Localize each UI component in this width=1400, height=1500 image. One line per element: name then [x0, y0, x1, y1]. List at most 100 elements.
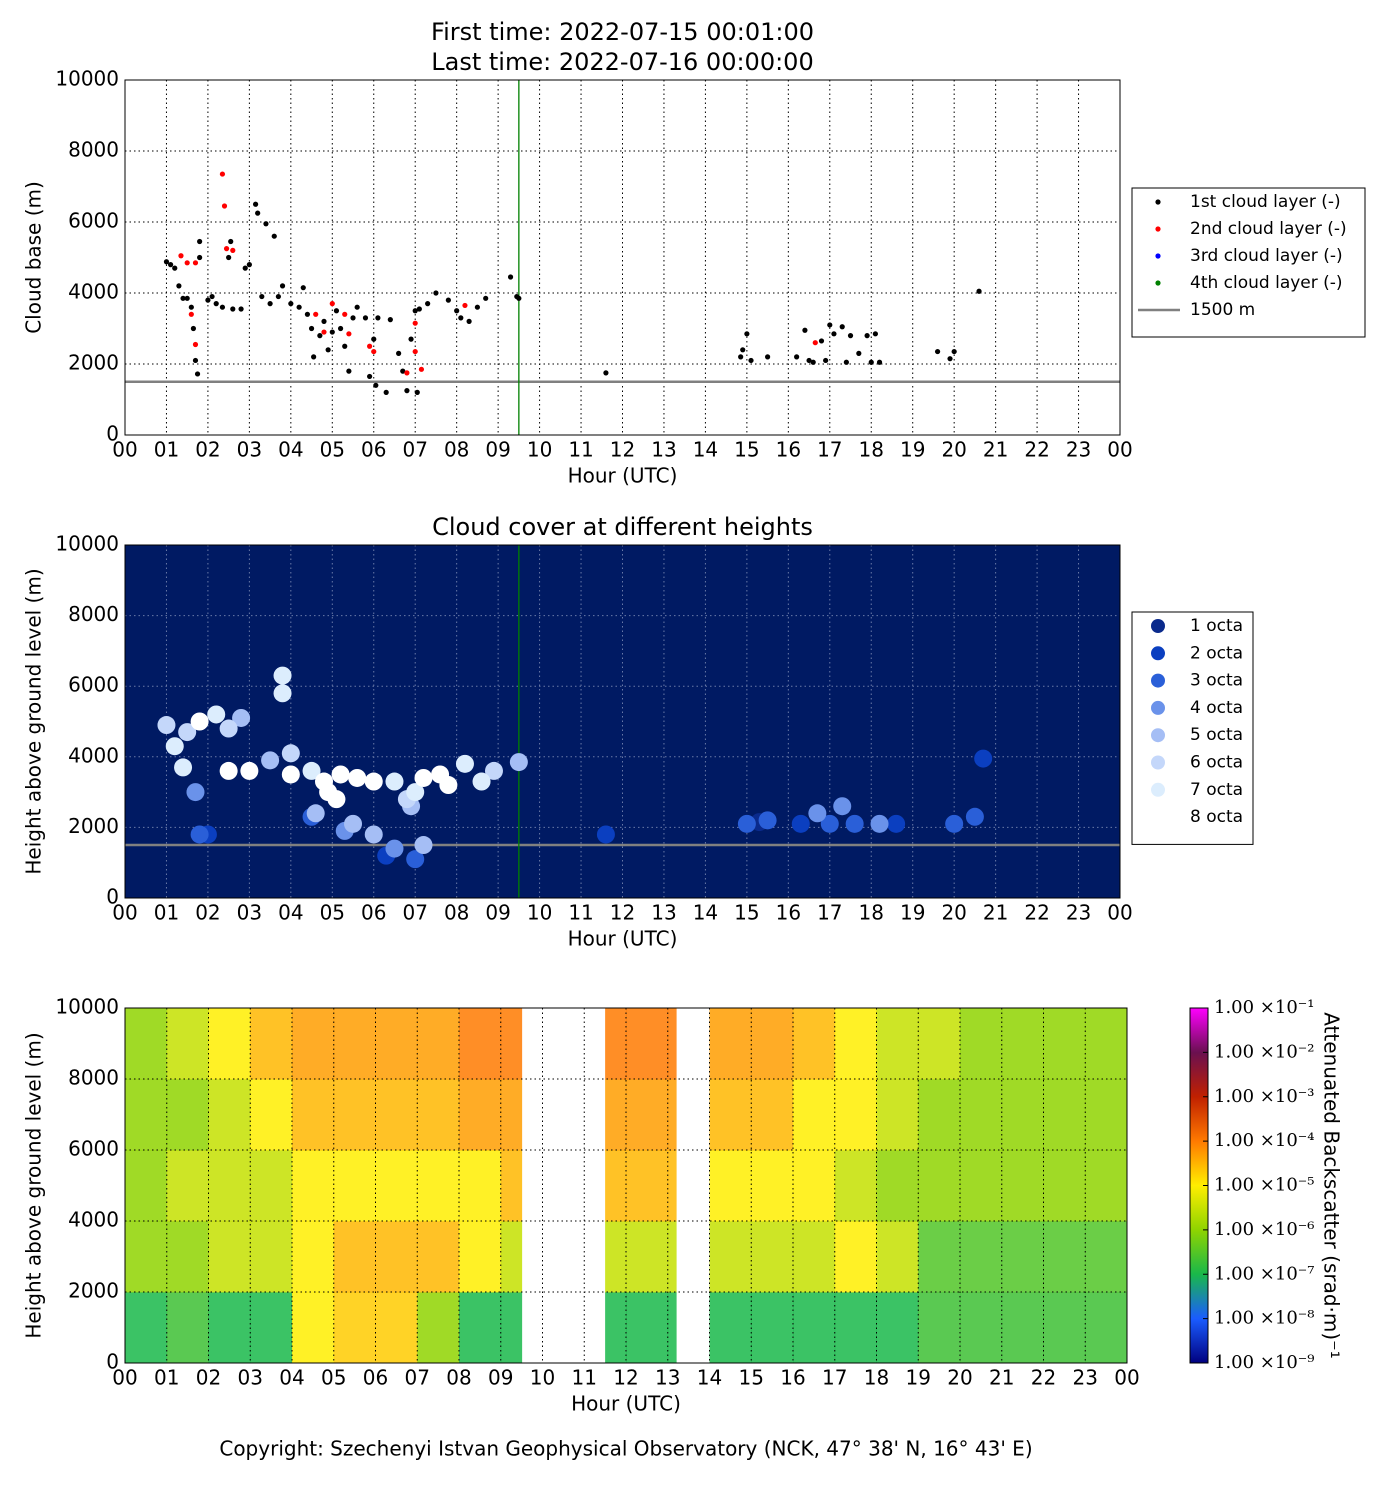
data-point: [951, 348, 957, 355]
data-point: [348, 768, 367, 787]
data-point: [252, 201, 259, 207]
data-point: [516, 295, 522, 301]
heatmap-cell: [751, 1150, 794, 1222]
heatmap-cell: [417, 1221, 460, 1293]
heatmap-cell: [793, 1150, 836, 1222]
heatmap-cell: [667, 1150, 677, 1222]
x-tick-label: 02: [195, 901, 220, 925]
heatmap-cell: [208, 1008, 251, 1080]
plot-frame: [124, 1007, 1128, 1364]
heatmap-cell: [918, 1150, 961, 1222]
data-point: [454, 308, 460, 314]
heatmap-cell: [125, 1150, 168, 1222]
data-point: [758, 811, 777, 830]
heatmap-cell: [500, 1292, 523, 1364]
data-point: [748, 357, 754, 364]
data-point: [831, 331, 837, 337]
heatmap-cell: [208, 1079, 251, 1151]
heatmap-cell: [292, 1150, 335, 1222]
data-point: [188, 304, 194, 310]
data-point: [230, 306, 236, 312]
data-point: [180, 295, 186, 301]
data-point: [346, 368, 352, 374]
legend-label: 1500 m: [1190, 300, 1255, 320]
heatmap-cell: [709, 1221, 752, 1293]
x-tick-label: 06: [361, 438, 386, 462]
heatmap-cell: [605, 1221, 627, 1293]
heatmap-cell: [417, 1008, 460, 1080]
data-point: [823, 357, 829, 364]
heatmap-cell: [876, 1292, 919, 1364]
x-tick-label: 07: [405, 1366, 430, 1390]
data-point: [232, 708, 251, 727]
data-point: [168, 262, 174, 268]
data-point: [445, 297, 451, 303]
x-tick-label: 07: [402, 438, 427, 462]
data-point: [311, 354, 317, 360]
x-axis-label: Hour (UTC): [568, 927, 678, 951]
data-point: [458, 315, 464, 321]
data-point: [484, 761, 503, 780]
data-point: [205, 297, 211, 303]
x-tick-label: 03: [237, 438, 262, 462]
data-point: [462, 302, 468, 309]
x-tick-label: 02: [196, 1366, 221, 1390]
heatmap-cell: [459, 1150, 502, 1222]
x-tick-label: 21: [983, 438, 1008, 462]
data-point: [333, 308, 340, 314]
data-point: [364, 772, 383, 791]
data-point: [887, 814, 906, 833]
data-point: [219, 719, 238, 738]
legend-label: 6 octa: [1190, 753, 1243, 773]
legend-label: 4 octa: [1190, 698, 1243, 718]
data-point: [331, 765, 350, 784]
x-tick-label: 15: [734, 438, 759, 462]
data-point: [184, 295, 190, 301]
data-point: [864, 333, 870, 339]
y-tick-label: 4000: [68, 1208, 119, 1232]
data-point: [304, 311, 311, 317]
legend-label: 5 octa: [1190, 725, 1243, 745]
data-point: [174, 758, 193, 777]
data-point: [313, 311, 319, 317]
heatmap-cell: [292, 1079, 335, 1151]
heatmap-cell: [333, 1221, 376, 1293]
heatmap-cell: [208, 1221, 251, 1293]
heatmap-cell: [626, 1221, 669, 1293]
heatmap-cell: [417, 1079, 460, 1151]
heatmap-cell: [918, 1008, 961, 1080]
chart-title: First time: 2022-07-15 00:01:00: [431, 18, 814, 46]
data-point: [872, 331, 878, 337]
heatmap-cell: [417, 1292, 460, 1364]
legend-label: 3 octa: [1190, 671, 1243, 691]
heatmap-cell: [375, 1150, 418, 1222]
heatmap-cell: [500, 1150, 523, 1222]
y-tick-label: 2000: [68, 814, 119, 838]
data-point: [472, 772, 491, 791]
data-point: [845, 814, 864, 833]
colorbar-label: Attenuated Backscatter (srad·m)⁻¹: [1320, 1012, 1344, 1359]
x-tick-label: 17: [822, 1366, 847, 1390]
heatmap-cell: [459, 1079, 502, 1151]
x-tick-label: 23: [1066, 438, 1091, 462]
data-point: [308, 325, 315, 332]
x-tick-label: 07: [402, 901, 427, 925]
x-tick-label: 18: [864, 1366, 889, 1390]
y-tick-label: 2000: [68, 1279, 119, 1303]
heatmap-cell: [751, 1292, 794, 1364]
data-point: [246, 262, 252, 268]
data-point: [414, 389, 420, 395]
data-point: [455, 754, 474, 773]
x-tick-label: 22: [1024, 901, 1049, 925]
heatmap-cell: [1085, 1292, 1128, 1364]
colorbar-tick-label: 1.00 ×10⁻²: [1214, 1041, 1315, 1062]
data-point: [466, 318, 472, 324]
x-tick-label: 00: [1114, 1366, 1139, 1390]
colorbar-tick-label: 1.00 ×10⁻⁵: [1214, 1175, 1315, 1196]
x-tick-label: 00: [1107, 901, 1132, 925]
heatmap-cell: [500, 1079, 523, 1151]
data-point: [190, 712, 209, 731]
data-point: [362, 315, 369, 321]
heatmap-cell: [125, 1221, 168, 1293]
